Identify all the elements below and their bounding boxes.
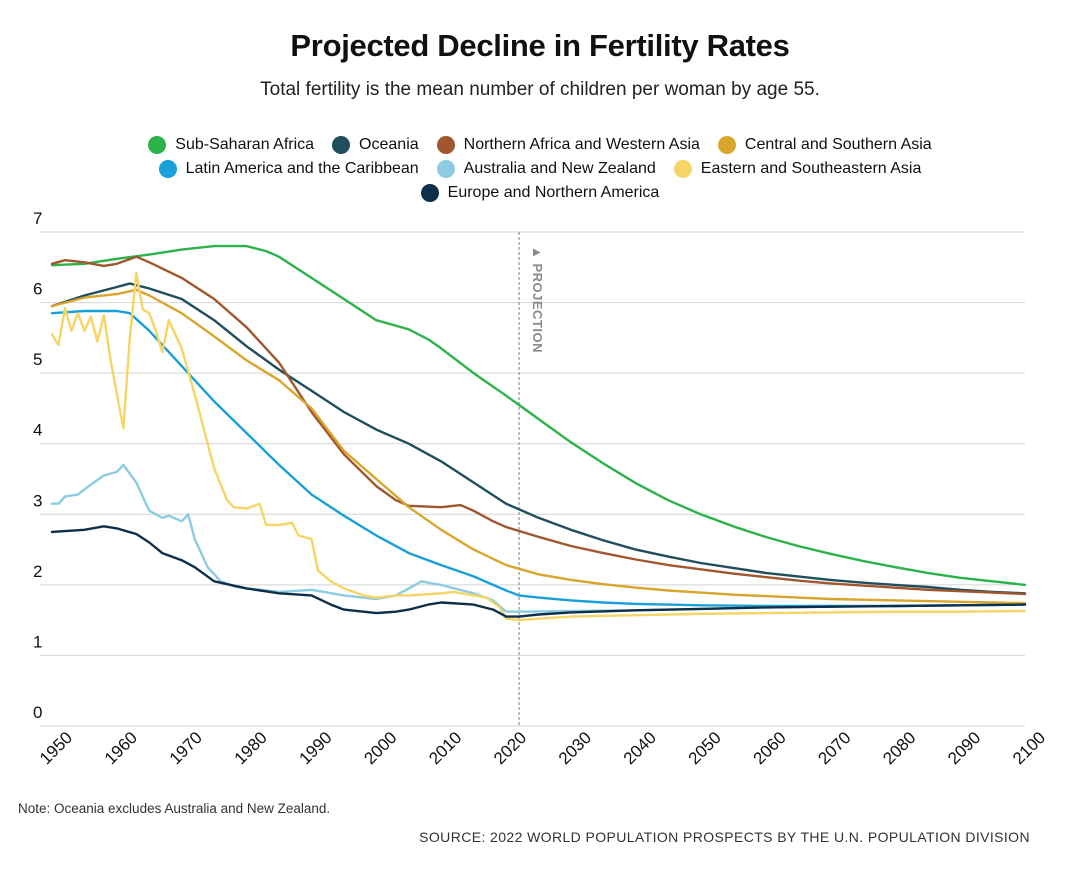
line-chart: 0 1 2 3 4 5 6 7 ▲ PROJECTION 1950 1960 1970 1980 1990…	[33, 209, 1049, 768]
legend: Sub-Saharan Africa Oceania Northern Africa…	[60, 133, 1020, 205]
legend-swatch	[436, 136, 455, 154]
x-tick-label: 2040	[620, 728, 660, 768]
series-line-oceania	[50, 282, 1027, 595]
legend-item: Latin America and the Caribbean	[158, 160, 419, 178]
x-tick-label: 1960	[101, 728, 141, 768]
x-tick-label: 2050	[685, 728, 725, 768]
legend-row: Europe and Northern America	[60, 181, 1020, 205]
y-tick-label: 7	[33, 209, 42, 228]
legend-item: Oceania	[332, 136, 419, 154]
series-line-sub-saharan-africa	[50, 244, 1027, 587]
y-tick-label: 4	[33, 421, 42, 440]
legend-swatch	[420, 184, 439, 202]
legend-label: Eastern and Southeastern Asia	[700, 160, 922, 177]
legend-row: Latin America and the Caribbean Australia…	[60, 157, 1020, 181]
source-credit: SOURCE: 2022 WORLD POPULATION PROSPECTS …	[419, 829, 1030, 845]
series-line-eastern-and-southeastern-asia	[50, 271, 1027, 622]
x-tick-label: 2060	[750, 728, 790, 768]
legend-swatch	[332, 136, 351, 154]
x-tick-label: 2020	[490, 728, 530, 768]
legend-label: Europe and Northern America	[447, 184, 660, 201]
x-tick-label: 2030	[555, 728, 595, 768]
legend-row: Sub-Saharan Africa Oceania Northern Africa…	[60, 133, 1020, 157]
series-line-europe-and-northern-america	[50, 525, 1027, 618]
series-line-australia-and-new-zealand	[50, 463, 1027, 613]
legend-label: Australia and New Zealand	[463, 160, 656, 177]
footnote: Note: Oceania excludes Australia and New…	[18, 801, 331, 816]
legend-label: Latin America and the Caribbean	[185, 160, 419, 177]
legend-swatch	[158, 160, 177, 178]
series-line-northern-africa-and-western-asia	[50, 255, 1027, 596]
legend-item: Europe and Northern America	[420, 184, 660, 202]
x-tick-label: 2000	[360, 728, 400, 768]
x-tick-label: 2010	[425, 728, 465, 768]
legend-swatch	[148, 136, 167, 154]
legend-item: Sub-Saharan Africa	[148, 136, 314, 154]
x-tick-label: 1970	[166, 728, 206, 768]
legend-item: Australia and New Zealand	[436, 160, 656, 178]
series-line-latin-america-and-the-caribbean	[50, 309, 1027, 608]
x-tick-label: 2070	[814, 728, 854, 768]
x-tick-label: 2100	[1009, 728, 1049, 768]
x-tick-label: 2090	[944, 728, 984, 768]
y-tick-label: 3	[33, 491, 42, 510]
series-line-central-and-southern-asia	[50, 288, 1027, 605]
legend-swatch	[436, 160, 455, 178]
y-tick-label: 0	[33, 703, 42, 722]
y-tick-label: 2	[33, 562, 42, 581]
legend-label: Northern Africa and Western Asia	[463, 136, 700, 153]
legend-label: Oceania	[359, 136, 419, 153]
legend-item: Northern Africa and Western Asia	[436, 136, 700, 154]
legend-label: Sub-Saharan Africa	[175, 136, 315, 153]
legend-item: Eastern and Southeastern Asia	[673, 160, 922, 178]
x-tick-label: 2080	[879, 728, 919, 768]
legend-swatch	[717, 136, 736, 154]
y-tick-label: 6	[33, 280, 42, 299]
legend-swatch	[673, 160, 692, 178]
x-tick-label: 1990	[295, 728, 335, 768]
y-tick-label: 1	[33, 632, 42, 651]
chart-title: Projected Decline in Fertility Rates	[290, 28, 790, 63]
projection-label: ▲ PROJECTION	[530, 246, 545, 353]
legend-item: Central and Southern Asia	[717, 136, 932, 154]
x-tick-label: 1980	[231, 728, 271, 768]
chart-subtitle: Total fertility is the mean number of ch…	[260, 79, 820, 100]
x-tick-label: 1950	[36, 728, 76, 768]
legend-label: Central and Southern Asia	[744, 136, 932, 153]
y-tick-label: 5	[33, 350, 42, 369]
